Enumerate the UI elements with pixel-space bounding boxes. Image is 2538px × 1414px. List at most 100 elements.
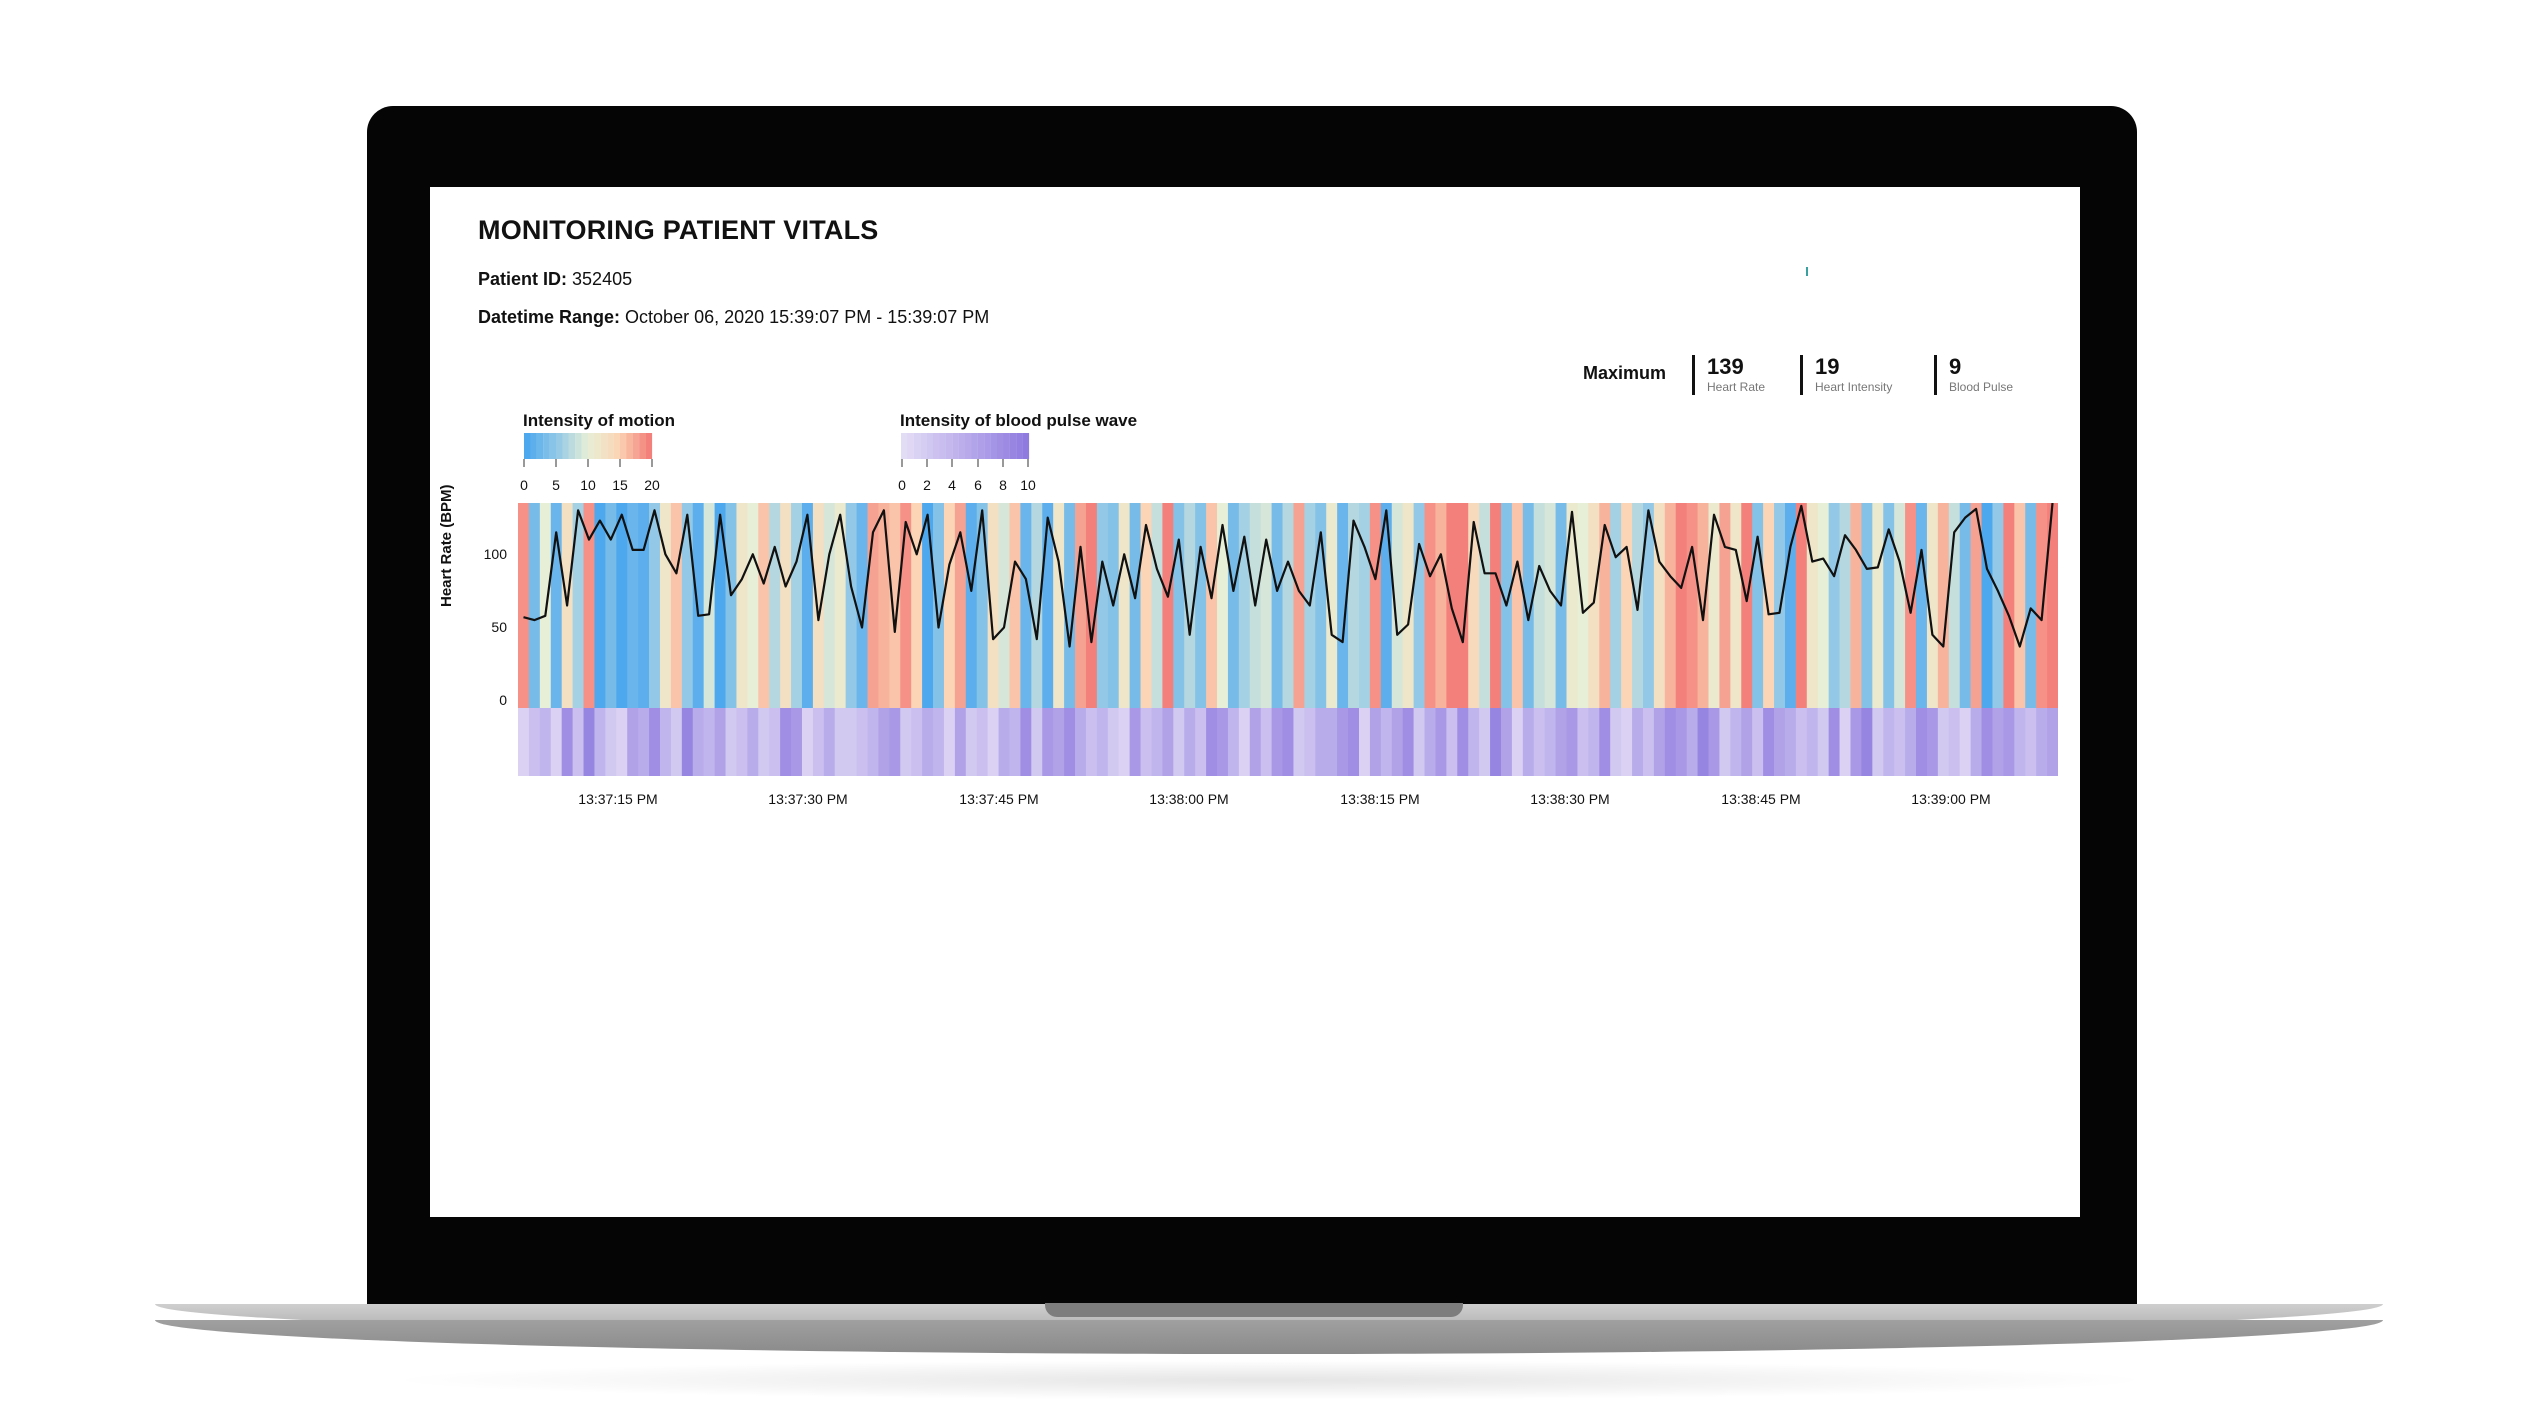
motion-heat-cell — [736, 503, 748, 708]
pulse-heat-cell — [1774, 708, 1786, 776]
motion-heat-cell — [670, 503, 683, 708]
pulse-heat-cell — [1424, 708, 1437, 776]
motion-heat-cell — [1653, 503, 1666, 708]
pulse-legend-swatch — [977, 433, 985, 459]
pulse-heat-cell — [561, 708, 574, 776]
motion-heat-cell — [1686, 503, 1699, 708]
motion-heat-cell — [1763, 503, 1775, 708]
max-heart-rate-value: 139 — [1707, 354, 1744, 379]
pulse-heat-cell — [1839, 708, 1852, 776]
motion-heat-cell — [1730, 503, 1742, 708]
pulse-heat-cell — [714, 708, 727, 776]
motion-heat-cell — [987, 503, 1000, 708]
motion-heat-cell — [1402, 503, 1415, 708]
pulse-heat-cell — [1784, 708, 1797, 776]
pulse-heat-cell — [539, 708, 552, 776]
motion-heat-cell — [714, 503, 727, 708]
motion-heat-cell — [1424, 503, 1437, 708]
pulse-heat-cell — [725, 708, 738, 776]
pulse-heat-cell — [1446, 708, 1458, 776]
motion-tick: 15 — [612, 477, 628, 493]
pulse-heat-cell — [1664, 708, 1677, 776]
pulse-heat-cell — [1184, 708, 1196, 776]
motion-heat-cell — [1719, 503, 1731, 708]
pulse-heat-cell — [1566, 708, 1579, 776]
motion-heat-cell — [1075, 503, 1087, 708]
pulse-heat-cell — [1675, 708, 1688, 776]
motion-heat-cell — [1369, 503, 1382, 708]
pulse-heat-cell — [1468, 708, 1480, 776]
pulse-heat-cell — [965, 708, 978, 776]
motion-heat-cell — [1708, 503, 1721, 708]
x-tick: 13:38:45 PM — [1721, 791, 1801, 807]
motion-legend-swatch — [632, 433, 640, 459]
motion-heat-cell — [1621, 503, 1633, 708]
pulse-heat-cell — [878, 708, 890, 776]
motion-tick: 5 — [552, 477, 560, 493]
motion-heat-cell — [1184, 503, 1196, 708]
motion-heat-cell — [1544, 503, 1557, 708]
motion-legend-swatch — [613, 433, 621, 459]
motion-heat-cell — [627, 503, 639, 708]
motion-heat-cell — [2047, 503, 2058, 708]
motion-heat-cell — [1675, 503, 1688, 708]
motion-heat-cell — [550, 503, 563, 708]
motion-heat-cell — [1839, 503, 1852, 708]
pulse-heat-cell — [812, 708, 825, 776]
pulse-heat-cell — [791, 708, 803, 776]
motion-heat-cell — [2003, 503, 2015, 708]
motion-tick: 10 — [580, 477, 596, 493]
pulse-heat-cell — [649, 708, 661, 776]
pulse-legend-swatch — [913, 433, 921, 459]
pulse-heat-cell — [922, 708, 934, 776]
motion-heat-cell — [1413, 503, 1426, 708]
pulse-heat-cell — [1315, 708, 1327, 776]
pulse-heat-cell — [998, 708, 1011, 776]
motion-heat-cell — [1391, 503, 1404, 708]
pulse-heat-cell — [1195, 708, 1207, 776]
datetime-range-row: Datetime Range: October 06, 2020 15:39:0… — [478, 307, 989, 328]
y-tick: 100 — [483, 546, 507, 562]
motion-heat-cell — [1490, 503, 1502, 708]
pulse-heat-cell — [1096, 708, 1109, 776]
pulse-heat-cell — [1227, 708, 1240, 776]
pulse-heat-cell — [2014, 708, 2026, 776]
motion-heat-cell — [681, 503, 694, 708]
pulse-heat-cell — [1348, 708, 1360, 776]
pulse-heat-cell — [1599, 708, 1611, 776]
pulse-heat-cell — [670, 708, 683, 776]
motion-legend-swatch — [549, 433, 557, 459]
motion-heat-cell — [769, 503, 781, 708]
patient-id-value: 352405 — [572, 269, 633, 289]
pulse-heat-cell — [638, 708, 650, 776]
pulse-tick: 8 — [999, 477, 1007, 493]
pulse-legend-swatch — [920, 433, 927, 459]
motion-legend-swatch — [645, 433, 653, 459]
pulse-heat-cell — [1511, 708, 1524, 776]
pulse-heat-cell — [1500, 708, 1513, 776]
pulse-heat-cell — [1075, 708, 1087, 776]
pulse-heat-cell — [1031, 708, 1043, 776]
pulse-heat-cell — [627, 708, 639, 776]
motion-legend-swatch — [543, 433, 550, 459]
pulse-heat-cell — [1741, 708, 1753, 776]
pulse-heat-cell — [1402, 708, 1415, 776]
motion-heat-cell — [823, 503, 836, 708]
pulse-heat-cell — [1872, 708, 1884, 776]
motion-heat-cell — [998, 503, 1011, 708]
motion-legend-swatch — [530, 433, 537, 459]
motion-heat-cell — [1118, 503, 1131, 708]
pulse-heat-cell — [1217, 708, 1229, 776]
pulse-heat-cell — [911, 708, 923, 776]
motion-heat-cell — [1883, 503, 1895, 708]
pulse-heat-cell — [1391, 708, 1404, 776]
pulse-heat-cell — [1490, 708, 1502, 776]
pulse-heat-cell — [933, 708, 945, 776]
motion-heat-cell — [1872, 503, 1884, 708]
pulse-heat-cell — [692, 708, 705, 776]
max-blood-pulse-value: 9 — [1949, 354, 1962, 379]
y-tick: 0 — [499, 692, 507, 708]
motion-legend-swatch — [626, 433, 633, 459]
pulse-heat-cell — [1162, 708, 1174, 776]
pulse-heat-cell — [1905, 708, 1917, 776]
